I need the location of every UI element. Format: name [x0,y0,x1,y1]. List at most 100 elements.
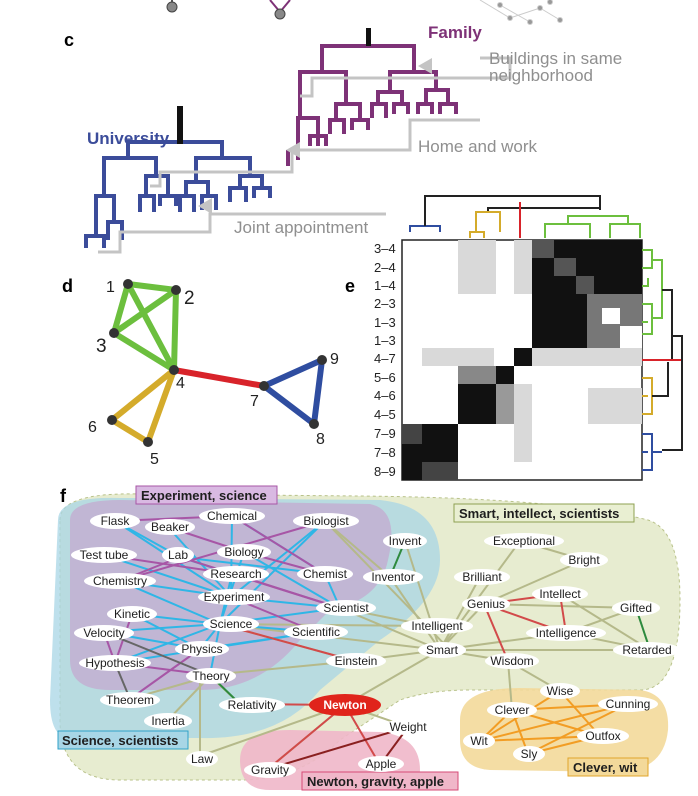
family-root-marker [366,28,371,46]
svg-text:8–9: 8–9 [374,464,396,479]
svg-text:Wise: Wise [547,684,574,698]
relation-arrows [98,56,512,254]
word-node: Test tube [71,547,137,563]
word-node: Newton [309,694,381,716]
home-work-label: Home and work [418,137,538,156]
word-node: Smart [418,642,466,658]
svg-text:Chemist: Chemist [303,567,348,581]
word-node: Biology [217,544,271,560]
word-node: Invent [383,533,427,549]
word-node: Chemist [297,566,353,582]
cluster-newton-box [301,771,459,791]
svg-text:Chemical: Chemical [207,509,257,523]
matrix-cells [402,240,642,480]
cluster-smart-box [453,503,635,523]
svg-text:Test tube: Test tube [80,548,129,562]
svg-text:Bright: Bright [568,553,600,567]
svg-text:Cunning: Cunning [606,697,651,711]
node-9 [317,355,327,365]
word-node: Theory [186,668,236,684]
arrow-heads [198,58,432,214]
word-node: Science [203,616,259,632]
node-label-5: 5 [150,451,159,468]
panel-d: d 1 2 3 4 [62,276,339,468]
node-label-1: 1 [106,279,115,296]
word-node: Intelligence [526,625,606,641]
cluster-experiment-label: Experiment, science [141,488,267,503]
panel-c: c [64,23,622,254]
word-node: Weight [382,719,434,735]
word-node: Lab [162,547,194,563]
svg-text:Genius: Genius [467,597,505,611]
word-node: Outfox [577,728,629,744]
node-8 [309,419,319,429]
svg-text:4–6: 4–6 [374,388,396,403]
cluster-experiment-box [135,485,278,505]
node-2 [171,285,181,295]
node-label-3: 3 [96,336,107,357]
word-node: Research [203,566,269,582]
cluster-science-label: Science, scientists [62,733,178,748]
svg-text:Gravity: Gravity [251,763,289,777]
word-nodes: Flask Beaker Chemical Biologist Test tub… [71,508,681,778]
word-node: Flask [90,513,140,529]
svg-text:4–5: 4–5 [374,407,396,422]
svg-text:Gifted: Gifted [620,601,652,615]
svg-text:Clever: Clever [495,703,530,717]
word-node: Apple [358,756,404,772]
word-node: Bright [560,552,608,568]
svg-text:Experiment: Experiment [204,590,265,604]
svg-text:7–8: 7–8 [374,445,396,460]
svg-text:Sly: Sly [521,747,538,761]
node-label-7: 7 [250,393,259,410]
word-node: Intelligent [401,618,473,634]
cluster-clever-box [567,757,649,777]
svg-text:Inventor: Inventor [371,570,414,584]
svg-text:Hypothesis: Hypothesis [85,656,144,670]
cluster-smart-label: Smart, intellect, scientists [459,506,619,521]
svg-text:Smart: Smart [426,643,459,657]
svg-text:5–6: 5–6 [374,370,396,385]
word-node: Physics [175,641,229,657]
cluster-clever-label: Clever, wit [573,760,638,775]
svg-text:1–3: 1–3 [374,333,396,348]
word-node: Hypothesis [79,655,151,671]
svg-text:Apple: Apple [366,757,397,771]
panel-d-letter: d [62,276,73,296]
word-node: Wisdom [485,653,539,669]
word-node: Cunning [598,696,658,712]
svg-text:4–7: 4–7 [374,351,396,366]
word-node: Einstein [326,653,386,669]
word-node: Chemical [199,508,265,524]
node-label-2: 2 [184,288,195,309]
svg-text:Velocity: Velocity [83,626,124,640]
svg-text:Biologist: Biologist [303,514,349,528]
svg-text:Chemistry: Chemistry [93,574,147,588]
joint-appointment-label: Joint appointment [234,218,368,237]
svg-text:1–3: 1–3 [374,315,396,330]
svg-text:Invent: Invent [389,534,422,548]
svg-text:Wit: Wit [470,734,488,748]
panel-f: f [50,485,681,791]
word-node: Beaker [145,519,195,535]
cluster-labels: Experiment, science Smart, intellect, sc… [57,485,649,791]
word-node: Brilliant [454,569,510,585]
svg-text:Lab: Lab [168,548,188,562]
svg-text:Science: Science [210,617,253,631]
svg-text:Exceptional: Exceptional [493,534,555,548]
svg-text:Physics: Physics [181,642,222,656]
svg-text:3–4: 3–4 [374,241,396,256]
svg-text:2–3: 2–3 [374,296,396,311]
word-node: Retarded [613,642,681,658]
buildings-label-line1: Buildings in same [489,49,622,68]
svg-text:Flask: Flask [101,514,131,528]
cluster-science-box [57,730,189,750]
word-node: Exceptional [484,533,564,549]
word-node: Inventor [363,569,423,585]
svg-text:7–9: 7–9 [374,426,396,441]
svg-text:1–4: 1–4 [374,278,396,293]
cluster-newton-label: Newton, gravity, apple [307,774,444,789]
word-node: Velocity [74,625,134,641]
node-6 [107,415,117,425]
